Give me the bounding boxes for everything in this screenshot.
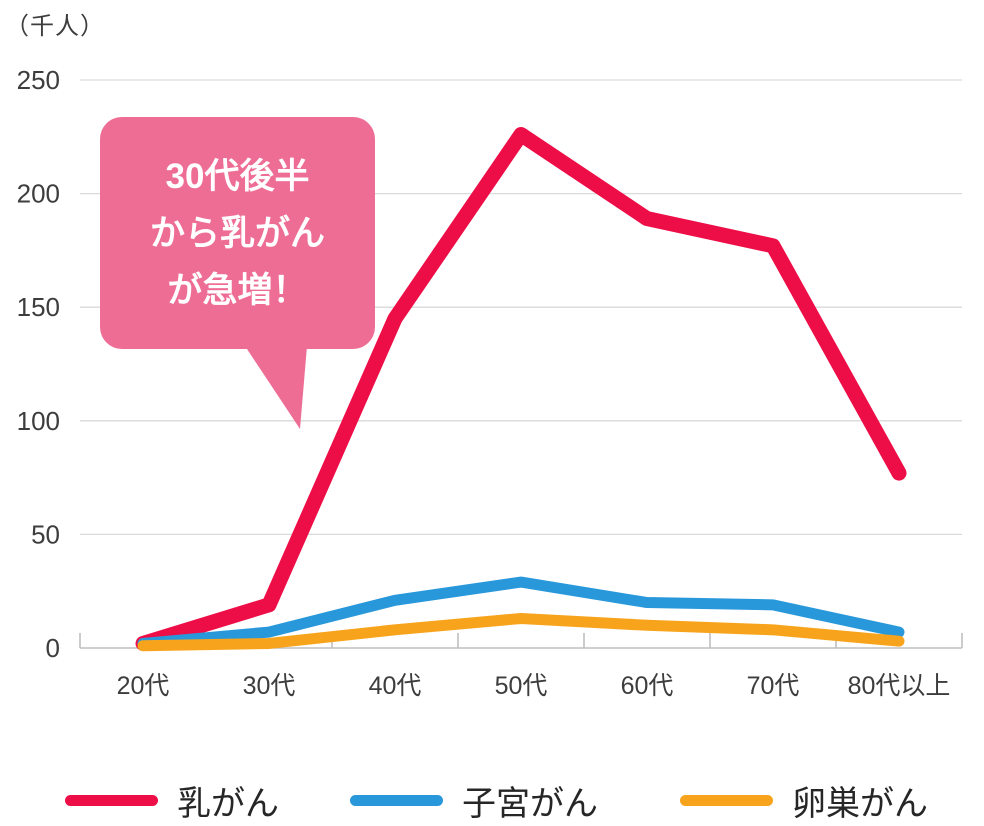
series-line-乳がん — [135, 127, 907, 651]
plot-area: 0 50 100 150 200 250 20代 30代 40代 50代 60代 70代 80代以上 — [17, 65, 963, 700]
x-tick-label-5: 60代 — [621, 672, 674, 700]
y-tick-label-250: 250 — [17, 65, 60, 95]
x-tick-label-1: 20代 — [117, 672, 170, 700]
annotation-line-1: 30代後半 — [165, 156, 310, 196]
legend-label-ovarian-cancer: 卵巣がん — [792, 784, 928, 823]
legend-item-breast-cancer: 乳がん — [65, 776, 279, 824]
x-tick-label-3: 40代 — [369, 672, 422, 700]
legend-label-breast-cancer: 乳がん — [177, 784, 279, 823]
y-tick-label-50: 50 — [31, 519, 60, 549]
y-tick-label-150: 150 — [17, 292, 60, 322]
chart-legend: 乳がん 子宮がん 卵巣がん — [0, 776, 984, 824]
y-tick-label-100: 100 — [17, 406, 60, 436]
legend-label-uterine-cancer: 子宮がん — [462, 784, 598, 823]
x-tick-label-2: 30代 — [243, 672, 296, 700]
x-tick-label-7: 80代以上 — [848, 672, 951, 700]
y-tick-label-0: 0 — [46, 633, 60, 663]
legend-swatch-breast-cancer-icon — [65, 794, 158, 806]
legend-item-uterine-cancer: 子宮がん — [350, 776, 598, 824]
annotation-line-2: から乳がん — [149, 213, 325, 253]
annotation-bubble-tail-icon — [245, 346, 307, 429]
annotation-line-3: が急増！ — [167, 270, 308, 310]
annotation-bubble: 30代後半 から乳がん が急増！ — [100, 117, 375, 429]
x-tick-label-6: 70代 — [747, 672, 800, 700]
series-line-子宮がん — [137, 576, 905, 649]
y-tick-label-200: 200 — [17, 179, 60, 209]
legend-item-ovarian-cancer: 卵巣がん — [680, 776, 928, 824]
y-axis-unit-label: （千人） — [5, 13, 105, 40]
legend-swatch-uterine-cancer-icon — [350, 794, 443, 806]
legend-swatch-ovarian-cancer-icon — [680, 794, 773, 806]
x-tick-label-4: 50代 — [495, 672, 548, 700]
annotation-text: 30代後半 から乳がん が急増！ — [100, 117, 375, 349]
series-line-卵巣がん — [137, 612, 905, 652]
